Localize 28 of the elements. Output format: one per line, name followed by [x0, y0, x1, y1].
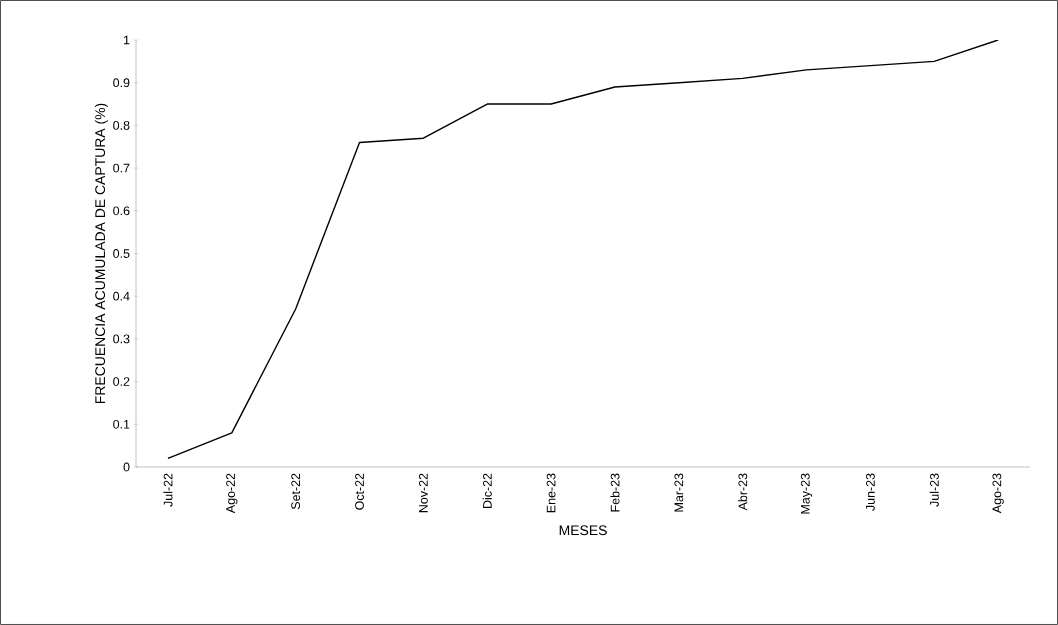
y-tick-label: 0.2	[113, 377, 130, 386]
x-tick-label: Dic-22	[482, 473, 492, 508]
y-tick-label: 0.3	[113, 334, 130, 344]
x-tick-label: Oct-22	[355, 473, 364, 510]
x-tick-label: Feb-23	[610, 473, 620, 512]
x-tick-label: May-23	[800, 473, 813, 514]
x-tick-label: Set-22	[291, 473, 301, 510]
x-tick-label: Jul-23	[929, 473, 939, 507]
y-tick-label: 0.8	[113, 120, 130, 130]
x-tick-label: Jul-22	[163, 473, 173, 507]
x-tick-label: Abr-23	[738, 473, 748, 511]
y-tick-label: 0	[123, 462, 130, 472]
x-tick-label: Ago-22	[226, 473, 238, 514]
y-tick-label: 0.6	[113, 206, 130, 216]
y-tick-label: 0.1	[113, 419, 130, 429]
y-tick-label: 0.7	[113, 163, 130, 173]
line-series	[167, 39, 999, 460]
x-tick-label: Ene-23	[546, 473, 556, 513]
y-tick-label: 0.4	[113, 291, 130, 301]
x-axis-title: MESES	[559, 525, 607, 536]
x-tick-label: Mar-23	[674, 473, 684, 512]
y-tick-label: 0.5	[113, 249, 130, 258]
x-tick-label: Nov-22	[418, 473, 428, 513]
y-tick-label: 0.9	[113, 78, 130, 88]
y-axis-title: FRECUENCIA ACUMULADA DE CAPTURA (%)	[94, 103, 108, 404]
x-tick-label: Ago-23	[992, 473, 1004, 514]
y-tick-label: 1	[124, 35, 130, 45]
x-tick-label: Jun-23	[865, 473, 875, 511]
